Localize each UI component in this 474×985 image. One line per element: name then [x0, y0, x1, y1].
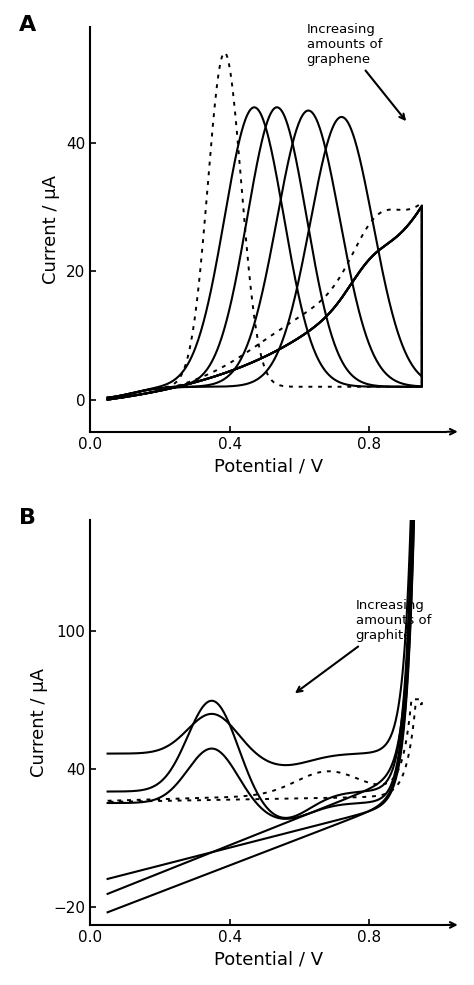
- Y-axis label: Current / μA: Current / μA: [43, 175, 61, 284]
- X-axis label: Potential / V: Potential / V: [214, 457, 323, 475]
- Text: B: B: [19, 508, 36, 528]
- Y-axis label: Current / μA: Current / μA: [30, 668, 48, 777]
- Text: A: A: [19, 15, 36, 34]
- Text: Increasing
amounts of
graphite: Increasing amounts of graphite: [297, 599, 431, 691]
- Text: Increasing
amounts of
graphene: Increasing amounts of graphene: [307, 23, 405, 119]
- X-axis label: Potential / V: Potential / V: [214, 951, 323, 968]
